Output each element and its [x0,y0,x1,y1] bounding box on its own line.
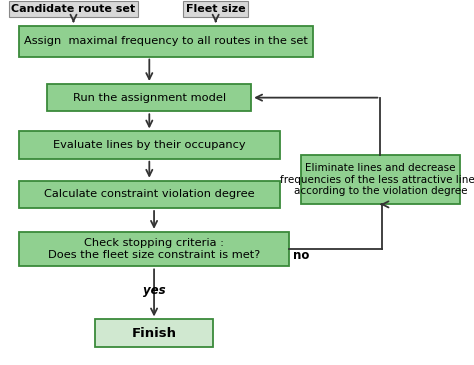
Text: Finish: Finish [132,327,176,339]
Text: Evaluate lines by their occupancy: Evaluate lines by their occupancy [53,140,246,150]
FancyBboxPatch shape [95,319,213,347]
FancyBboxPatch shape [19,131,280,159]
Text: Candidate route set: Candidate route set [11,4,136,14]
Text: no: no [293,249,309,262]
Text: Eliminate lines and decrease
frequencies of the less attractive lines
according : Eliminate lines and decrease frequencies… [280,163,474,196]
FancyBboxPatch shape [47,84,251,111]
Text: Assign  maximal frequency to all routes in the set: Assign maximal frequency to all routes i… [24,36,308,46]
FancyBboxPatch shape [19,26,313,57]
Text: Run the assignment model: Run the assignment model [73,93,226,103]
Text: Calculate constraint violation degree: Calculate constraint violation degree [44,189,255,199]
FancyBboxPatch shape [19,232,289,266]
FancyBboxPatch shape [19,181,280,208]
FancyBboxPatch shape [301,155,460,204]
Text: Check stopping criteria :
Does the fleet size constraint is met?: Check stopping criteria : Does the fleet… [48,238,260,260]
Text: Fleet size: Fleet size [186,4,246,14]
Text: yes: yes [143,284,165,297]
